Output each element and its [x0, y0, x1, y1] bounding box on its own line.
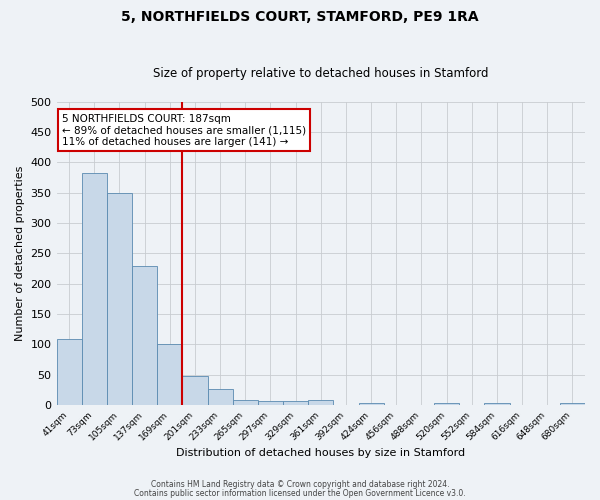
Text: 5, NORTHFIELDS COURT, STAMFORD, PE9 1RA: 5, NORTHFIELDS COURT, STAMFORD, PE9 1RA [121, 10, 479, 24]
Bar [359, 403, 383, 405]
Bar [484, 403, 509, 405]
Title: Size of property relative to detached houses in Stamford: Size of property relative to detached ho… [153, 66, 488, 80]
X-axis label: Distribution of detached houses by size in Stamford: Distribution of detached houses by size … [176, 448, 466, 458]
Bar [233, 400, 258, 405]
Bar [283, 402, 308, 405]
Y-axis label: Number of detached properties: Number of detached properties [15, 166, 25, 341]
Bar [434, 402, 459, 405]
Bar [182, 376, 208, 405]
Bar [157, 344, 182, 405]
Bar [308, 400, 334, 405]
Bar [56, 340, 82, 405]
Bar [208, 388, 233, 405]
Bar [560, 403, 585, 405]
Text: 5 NORTHFIELDS COURT: 187sqm
← 89% of detached houses are smaller (1,115)
11% of : 5 NORTHFIELDS COURT: 187sqm ← 89% of det… [62, 114, 306, 147]
Bar [132, 266, 157, 405]
Bar [107, 192, 132, 405]
Text: Contains public sector information licensed under the Open Government Licence v3: Contains public sector information licen… [134, 489, 466, 498]
Bar [258, 402, 283, 405]
Text: Contains HM Land Registry data © Crown copyright and database right 2024.: Contains HM Land Registry data © Crown c… [151, 480, 449, 489]
Bar [82, 173, 107, 405]
